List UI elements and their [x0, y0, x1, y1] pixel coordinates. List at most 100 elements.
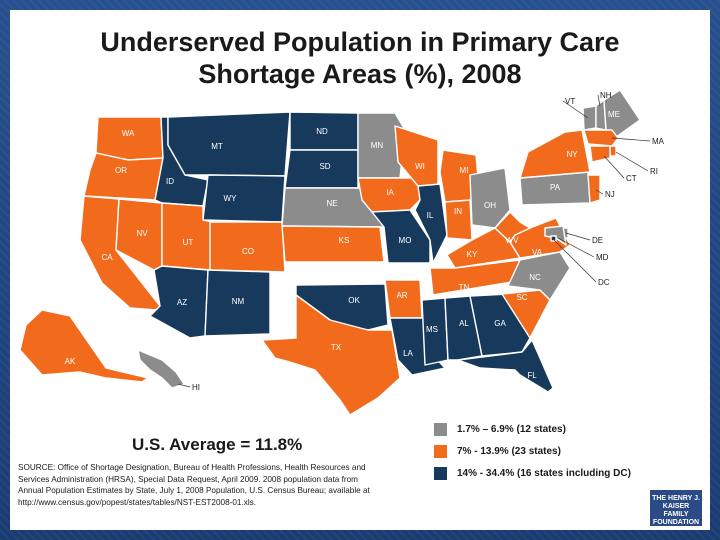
state-wy	[202, 174, 286, 223]
logo-line: FAMILY	[663, 511, 689, 518]
state-ks	[281, 225, 385, 263]
state-label-nj: NJ	[605, 190, 615, 199]
state-mt	[167, 111, 291, 177]
state-label-md: MD	[596, 253, 609, 262]
state-label-ut: UT	[183, 238, 194, 247]
state-label-wa: WA	[122, 129, 135, 138]
state-label-vt: VT	[565, 97, 575, 106]
leader-line-nj	[595, 189, 604, 195]
state-label-co: CO	[242, 247, 254, 256]
leader-line-ri	[615, 151, 649, 172]
state-label-ma: MA	[652, 137, 665, 146]
state-label-nv: NV	[136, 229, 148, 238]
page-title: Underserved Population in Primary Care S…	[10, 26, 710, 90]
legend-item-orange: 7% - 13.9% (23 states)	[434, 440, 704, 462]
leader-line-vt	[562, 100, 589, 119]
state-label-tn: TN	[459, 283, 470, 292]
leader-line-de	[565, 232, 591, 241]
state-label-nd: ND	[316, 127, 328, 136]
state-label-wy: WY	[224, 194, 238, 203]
kff-logo: THE HENRY J. KAISER FAMILY FOUNDATION	[650, 490, 702, 526]
state-label-tx: TX	[331, 343, 342, 352]
legend: 1.7% – 6.9% (12 states) 7% - 13.9% (23 s…	[434, 418, 704, 484]
source-note: SOURCE: Office of Shortage Designation, …	[18, 462, 438, 508]
state-vt	[582, 105, 597, 131]
state-label-la: LA	[403, 349, 413, 358]
leader-line-md	[557, 237, 595, 258]
state-label-va: VA	[532, 248, 543, 257]
legend-item-navy: 14% - 34.4% (16 states including DC)	[434, 462, 704, 484]
leader-line-nh	[597, 94, 601, 107]
state-label-ak: AK	[65, 357, 76, 366]
state-label-ms: MS	[426, 325, 438, 334]
us-average: U.S. Average = 11.8%	[132, 435, 303, 454]
legend-label: 1.7% – 6.9% (12 states)	[457, 423, 566, 435]
state-ny	[519, 129, 591, 179]
state-label-id: ID	[166, 177, 174, 186]
leader-line-ct	[603, 155, 625, 179]
state-label-ct: CT	[626, 174, 637, 183]
state-nj	[587, 174, 601, 204]
state-label-mn: MN	[371, 141, 384, 150]
state-il	[414, 183, 448, 264]
leader-line-dc	[552, 238, 597, 283]
us-map: WA OR CA NV ID MT WY UT CO AZ NM ND SD NE KS OK TX MN IA MO…	[19, 89, 665, 416]
state-ma	[583, 129, 619, 147]
state-label-ca: CA	[101, 253, 113, 262]
state-label-il: IL	[427, 211, 434, 220]
state-label-nh: NH	[600, 91, 612, 100]
state-label-hi: HI	[192, 383, 200, 392]
state-label-dc: DC	[598, 278, 610, 287]
state-co	[209, 221, 286, 273]
legend-label: 14% - 34.4% (16 states including DC)	[457, 467, 631, 479]
title-line-1: Underserved Population in Primary Care	[100, 27, 620, 57]
state-label-me: ME	[608, 110, 620, 119]
source-line: Services Administration (HRSA), Special …	[18, 474, 358, 484]
state-label-de: DE	[592, 236, 603, 245]
legend-swatch	[434, 466, 447, 480]
state-label-ne: NE	[326, 199, 337, 208]
state-label-mt: MT	[211, 142, 223, 151]
state-label-ny: NY	[566, 150, 578, 159]
state-label-ks: KS	[339, 236, 350, 245]
title-line-2: Shortage Areas (%), 2008	[198, 59, 522, 89]
state-label-wv: WV	[506, 236, 520, 245]
state-label-sc: SC	[516, 293, 527, 302]
state-fl	[457, 339, 554, 393]
state-label-ar: AR	[396, 291, 407, 300]
state-label-mi: MI	[460, 166, 469, 175]
state-dc	[550, 235, 557, 242]
state-ak	[19, 309, 149, 383]
state-in	[444, 199, 473, 241]
state-label-wi: WI	[415, 162, 425, 171]
state-wi	[394, 125, 439, 187]
source-line: http://www.census.gov/popest/states/tabl…	[18, 497, 257, 507]
state-label-oh: OH	[484, 201, 496, 210]
state-label-ok: OK	[348, 296, 360, 305]
state-or	[83, 152, 164, 201]
state-label-ky: KY	[467, 250, 478, 259]
state-mo	[371, 209, 431, 264]
leader-line-ma	[611, 137, 651, 142]
logo-line: FOUNDATION	[652, 519, 700, 526]
state-label-pa: PA	[550, 183, 561, 192]
state-label-fl: FL	[527, 371, 537, 380]
state-label-sd: SD	[319, 162, 330, 171]
state-label-in: IN	[454, 207, 462, 216]
logo-line: KAISER	[662, 503, 690, 510]
slide: Underserved Population in Primary Care S…	[10, 10, 710, 530]
state-label-az: AZ	[177, 298, 187, 307]
legend-label: 7% - 13.9% (23 states)	[457, 445, 561, 457]
state-wa	[95, 116, 164, 161]
logo-line: THE HENRY J.	[652, 495, 700, 502]
state-label-al: AL	[459, 319, 469, 328]
state-tx	[261, 294, 401, 416]
leader-line-hi	[177, 383, 191, 388]
state-nc	[507, 251, 571, 301]
state-label-ga: GA	[494, 319, 506, 328]
state-me	[603, 89, 641, 141]
legend-swatch	[434, 444, 447, 458]
state-label-ia: IA	[386, 188, 394, 197]
state-hi	[137, 349, 185, 389]
